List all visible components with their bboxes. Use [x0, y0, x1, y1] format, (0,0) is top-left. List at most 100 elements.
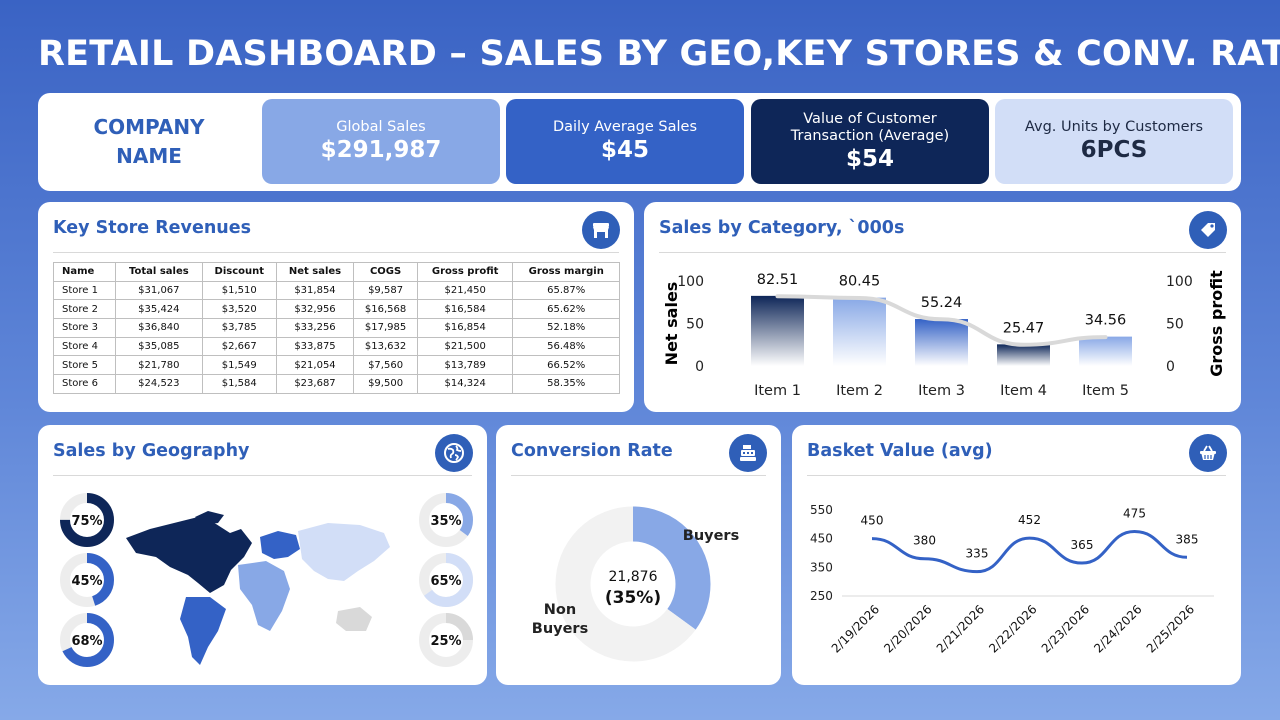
company-name: COMPANY NAME — [38, 93, 260, 191]
geo-donut: 68% — [65, 618, 109, 662]
kpi-label: Daily Average Sales — [553, 119, 697, 136]
region-north-america — [126, 517, 252, 593]
y2-tick-label: 50 — [1166, 317, 1184, 333]
x-tick-label: Item 3 — [918, 383, 965, 399]
table-cell: $9,587 — [354, 281, 418, 300]
y-tick-label: 250 — [810, 589, 833, 603]
kpi-value: $291,987 — [321, 136, 442, 164]
table-cell: $13,789 — [417, 356, 513, 375]
table-cell: $16,568 — [354, 300, 418, 319]
table-cell: $33,875 — [276, 337, 353, 356]
page-title: RETAIL DASHBOARD – SALES BY GEO,KEY STOR… — [38, 34, 1280, 74]
kpi-global-sales: Global Sales $291,987 — [262, 99, 500, 184]
x-tick-label: Item 1 — [754, 383, 801, 399]
table-cell: Store 2 — [54, 300, 116, 319]
kpi-label-line1: Value of Customer — [803, 111, 936, 128]
table-row: Store 3 $36,840 $3,785 $33,256 $17,985 $16,85… — [54, 319, 620, 338]
table-cell: $14,324 — [417, 375, 513, 394]
column-header: Gross margin — [513, 263, 620, 282]
y-tick-label: 350 — [810, 560, 833, 574]
y-tick-label: 550 — [810, 503, 833, 517]
table-cell: 52.18% — [513, 319, 620, 338]
table-cell: $33,256 — [276, 319, 353, 338]
table-cell: $16,854 — [417, 319, 513, 338]
non-buyers-label-line1: Non — [544, 602, 576, 618]
table-cell: $9,500 — [354, 375, 418, 394]
geography-map: 75% 45% 68% 35% 65% 25% — [38, 425, 487, 685]
world-map — [126, 511, 390, 665]
x-tick-label: 2/25/2026 — [1144, 602, 1197, 655]
center-value: 21,876 — [609, 569, 658, 585]
y2-tick-label: 0 — [1166, 359, 1175, 375]
card-title: Key Store Revenues — [53, 218, 251, 238]
table-cell: 65.62% — [513, 300, 620, 319]
data-label: 452 — [1018, 513, 1041, 527]
donut-label: 45% — [71, 574, 102, 589]
kpi-daily-average-sales: Daily Average Sales $45 — [506, 99, 744, 184]
y-tick-label: 450 — [810, 532, 833, 546]
data-label: 385 — [1176, 532, 1199, 546]
table-row: Store 4 $35,085 $2,667 $33,875 $13,632 $21,50… — [54, 337, 620, 356]
table-cell: $21,780 — [115, 356, 202, 375]
table-cell: $35,424 — [115, 300, 202, 319]
table-cell: Store 1 — [54, 281, 116, 300]
y-tick-label: 50 — [686, 317, 704, 333]
table-cell: $24,523 — [115, 375, 202, 394]
region-south-america — [180, 597, 226, 665]
x-tick-label: 2/22/2026 — [986, 602, 1039, 655]
x-tick-label: Item 2 — [836, 383, 883, 399]
table-cell: $1,584 — [202, 375, 276, 394]
bar-item-1 — [751, 296, 804, 366]
y-tick-label: 100 — [677, 274, 704, 290]
data-label: 55.24 — [921, 295, 963, 311]
x-tick-label: 2/21/2026 — [934, 602, 987, 655]
column-header: Name — [54, 263, 116, 282]
bar-item-3 — [915, 319, 968, 366]
y2-tick-label: 100 — [1166, 274, 1193, 290]
table-cell: $1,510 — [202, 281, 276, 300]
table-cell: $21,500 — [417, 337, 513, 356]
table-cell: $31,854 — [276, 281, 353, 300]
y2-axis-title: Gross profit — [1207, 270, 1226, 377]
data-label: 365 — [1071, 538, 1094, 552]
y-tick-label: 0 — [695, 359, 704, 375]
donut-label: 25% — [430, 634, 461, 649]
table-row: Store 6 $24,523 $1,584 $23,687 $9,500 $14,324… — [54, 375, 620, 394]
data-label: 25.47 — [1003, 320, 1045, 336]
store-icon — [582, 211, 620, 249]
table-cell: 66.52% — [513, 356, 620, 375]
kpi-strip: COMPANY NAME Global Sales $291,987 Daily… — [38, 93, 1241, 191]
column-header: Total sales — [115, 263, 202, 282]
table-cell: $3,785 — [202, 319, 276, 338]
table-body: Store 1 $31,067 $1,510 $31,854 $9,587 $21,450… — [54, 281, 620, 393]
table-cell: $32,956 — [276, 300, 353, 319]
table-cell: 65.87% — [513, 281, 620, 300]
table-row: Store 1 $31,067 $1,510 $31,854 $9,587 $21,450… — [54, 281, 620, 300]
center-percent: (35%) — [605, 588, 661, 608]
table-row: Store 2 $35,424 $3,520 $32,956 $16,568 $16,58… — [54, 300, 620, 319]
table-cell: $1,549 — [202, 356, 276, 375]
region-oceania — [336, 607, 372, 631]
table-cell: $23,687 — [276, 375, 353, 394]
table-cell: 56.48% — [513, 337, 620, 356]
table-cell: Store 3 — [54, 319, 116, 338]
kpi-customer-transaction-value: Value of Customer Transaction (Average) … — [751, 99, 989, 184]
geo-donut: 45% — [65, 558, 109, 602]
table-cell: $21,054 — [276, 356, 353, 375]
sales-by-category-card: Sales by Category, `000s Net sales Gross … — [644, 202, 1241, 412]
geo-donut: 35% — [424, 498, 468, 542]
column-header: COGS — [354, 263, 418, 282]
y-axis-title: Net sales — [662, 282, 681, 366]
table-cell: $13,632 — [354, 337, 418, 356]
company-name-line1: COMPANY — [93, 113, 204, 142]
conversion-rate-card: Conversion Rate 21,876 (35%) Buyers Non Buye… — [496, 425, 781, 685]
table-cell: $7,560 — [354, 356, 418, 375]
table-cell: $17,985 — [354, 319, 418, 338]
non-buyers-label-line2: Buyers — [532, 621, 588, 637]
category-bar-chart: Net sales Gross profit 0 50 100 0 50 100 82.51 It… — [644, 202, 1241, 412]
kpi-label: Global Sales — [336, 119, 425, 136]
table-cell: $2,667 — [202, 337, 276, 356]
basket-line-chart: 2503504505504502/19/20263802/20/20263352… — [792, 425, 1241, 685]
donut-label: 35% — [430, 514, 461, 529]
region-africa — [238, 561, 290, 631]
